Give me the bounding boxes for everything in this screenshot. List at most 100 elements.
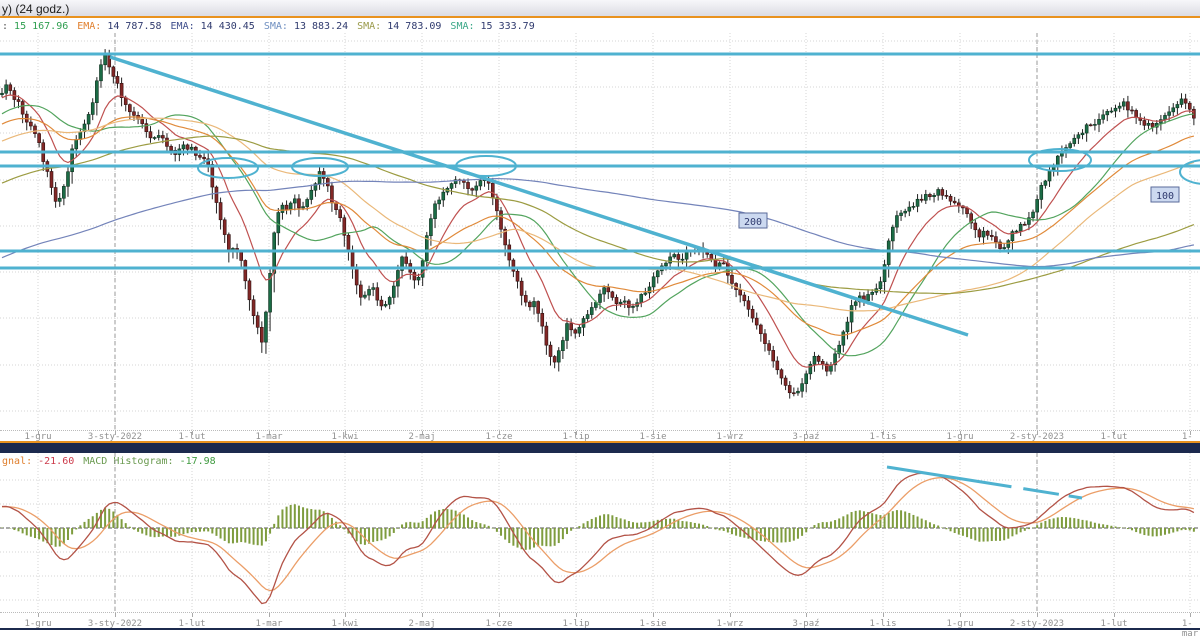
axis-label: 1-gru [24, 432, 52, 442]
axis-tick [653, 613, 654, 617]
price-legend-item: EMA: 14 787.58 [77, 21, 162, 32]
axis-tick [960, 613, 961, 617]
annotation-ellipse[interactable] [291, 157, 349, 177]
macd-divergence-line[interactable] [886, 465, 1083, 500]
axis-label: 3-sty-2022 [87, 432, 143, 442]
axis-tick [1114, 431, 1115, 435]
svg-text:200: 200 [744, 217, 762, 228]
axis-label: 3-paź [792, 619, 820, 629]
annotation-ellipse[interactable] [1028, 148, 1092, 172]
price-legend-item: SMA: 14 783.09 [357, 21, 442, 32]
axis-tick [730, 613, 731, 617]
axis-label: 1-lip [562, 432, 590, 442]
axis-tick [806, 431, 807, 435]
axis-label: 3-paź [792, 432, 820, 442]
axis-label: 1-sie [639, 619, 667, 629]
price-xaxis: 1-gru 3-sty-2022 1-lut 1-mar 1-kwi 2-maj 1-cze… [0, 430, 1200, 452]
price-legend-item: SMA: 13 883.24 [263, 21, 349, 32]
axis-tick [345, 613, 346, 617]
axis-tick [422, 613, 423, 617]
axis-tick [883, 431, 884, 435]
axis-label: 1-wrz [716, 619, 744, 629]
annotation-ellipse[interactable] [197, 157, 259, 179]
axis-tick [115, 431, 116, 435]
axis-tick [345, 431, 346, 435]
ma-label-200[interactable]: 200 [738, 212, 768, 229]
axis-label: 2-maj [408, 619, 436, 629]
axis-label: 1-mar [255, 619, 283, 629]
axis-label: 1-lis [869, 619, 897, 629]
axis-label: 1-lis [869, 432, 897, 442]
ma-line-sma110 [1, 135, 1195, 295]
axis-label: 1-lut [178, 432, 206, 442]
price-legend-item: EMA: 14 430.45 [170, 21, 255, 32]
macd-histogram [1, 504, 1195, 550]
axis-tick [1037, 431, 1038, 435]
axis-tick [1190, 613, 1191, 617]
axis-label: 1-sie [639, 432, 667, 442]
axis-tick [192, 431, 193, 435]
axis-label: 1-lut [178, 619, 206, 629]
axis-tick [883, 613, 884, 617]
axis-tick [1114, 613, 1115, 617]
axis-label: 1-lip [562, 619, 590, 629]
price-legend-item: : 15 167.96 [2, 21, 69, 32]
ma-line-ema40 [1, 116, 1195, 336]
downtrend-line[interactable] [109, 55, 969, 337]
axis-tick [269, 613, 270, 617]
axis-tick [38, 613, 39, 617]
axis-label: 1-cze [485, 432, 513, 442]
axis-label: 1-gru [24, 619, 52, 629]
axis-tick [653, 431, 654, 435]
ma-line-sma200 [1, 177, 1195, 268]
axis-label: 1-cze [485, 619, 513, 629]
axis-label: 1-mar [255, 432, 283, 442]
price-legend-item: SMA: 15 333.79 [450, 21, 535, 32]
annotation-ellipse[interactable] [455, 155, 517, 177]
axis-tick [38, 431, 39, 435]
window-bottom-edge [0, 628, 1200, 630]
price-chart[interactable]: 200 100 [0, 33, 1200, 430]
signal-line [1, 476, 1195, 592]
axis-tick [960, 431, 961, 435]
axis-label: 1-kwi [331, 619, 359, 629]
axis-label: 2-sty-2023 [1009, 619, 1065, 629]
axis-label: 1-kwi [331, 432, 359, 442]
axis-tick [576, 431, 577, 435]
axis-tick [499, 431, 500, 435]
axis-label: 3-sty-2022 [87, 619, 143, 629]
macd-line [1, 472, 1195, 605]
axis-tick [115, 613, 116, 617]
axis-tick [269, 431, 270, 435]
axis-tick [806, 613, 807, 617]
axis-tick [1037, 613, 1038, 617]
svg-text:100: 100 [1156, 191, 1174, 202]
macd-indicator-legend: gnal: -21.60 MACD Histogram: -17.98 [2, 455, 1198, 468]
axis-tick [192, 613, 193, 617]
axis-tick [730, 431, 731, 435]
price-indicator-legend: : 15 167.96 EMA: 14 787.58 EMA: 14 430.45 S… [2, 20, 1198, 33]
axis-tick [576, 613, 577, 617]
ma-line-sma26 [1, 104, 1194, 357]
panel-separator [0, 441, 1200, 453]
annotation-ellipse[interactable] [1179, 159, 1200, 185]
candlesticks [0, 49, 1196, 399]
axis-tick [1190, 431, 1191, 435]
macd-legend-item: gnal: -21.60 [2, 456, 75, 467]
axis-label: 1-gru [946, 619, 974, 629]
axis-label: 1-lut [1100, 432, 1128, 442]
macd-chart[interactable] [0, 453, 1200, 612]
macd-xaxis: 1-gru 3-sty-2022 1-lut 1-mar 1-kwi 2-maj 1-cze… [0, 612, 1200, 639]
ma-line-ema12 [1, 94, 1195, 368]
axis-label: 2-sty-2023 [1009, 432, 1065, 442]
axis-tick [499, 613, 500, 617]
axis-label: 1-gru [946, 432, 974, 442]
ma-label-100[interactable]: 100 [1150, 186, 1180, 203]
window-titlebar: y) (24 godz.) [0, 0, 1200, 18]
window-title: y) (24 godz.) [2, 2, 70, 16]
macd-legend-item: MACD Histogram: -17.98 [83, 456, 216, 467]
axis-label: 1-wrz [716, 432, 744, 442]
axis-label: 1-lut [1100, 619, 1128, 629]
axis-label: 2-maj [408, 432, 436, 442]
axis-tick [422, 431, 423, 435]
